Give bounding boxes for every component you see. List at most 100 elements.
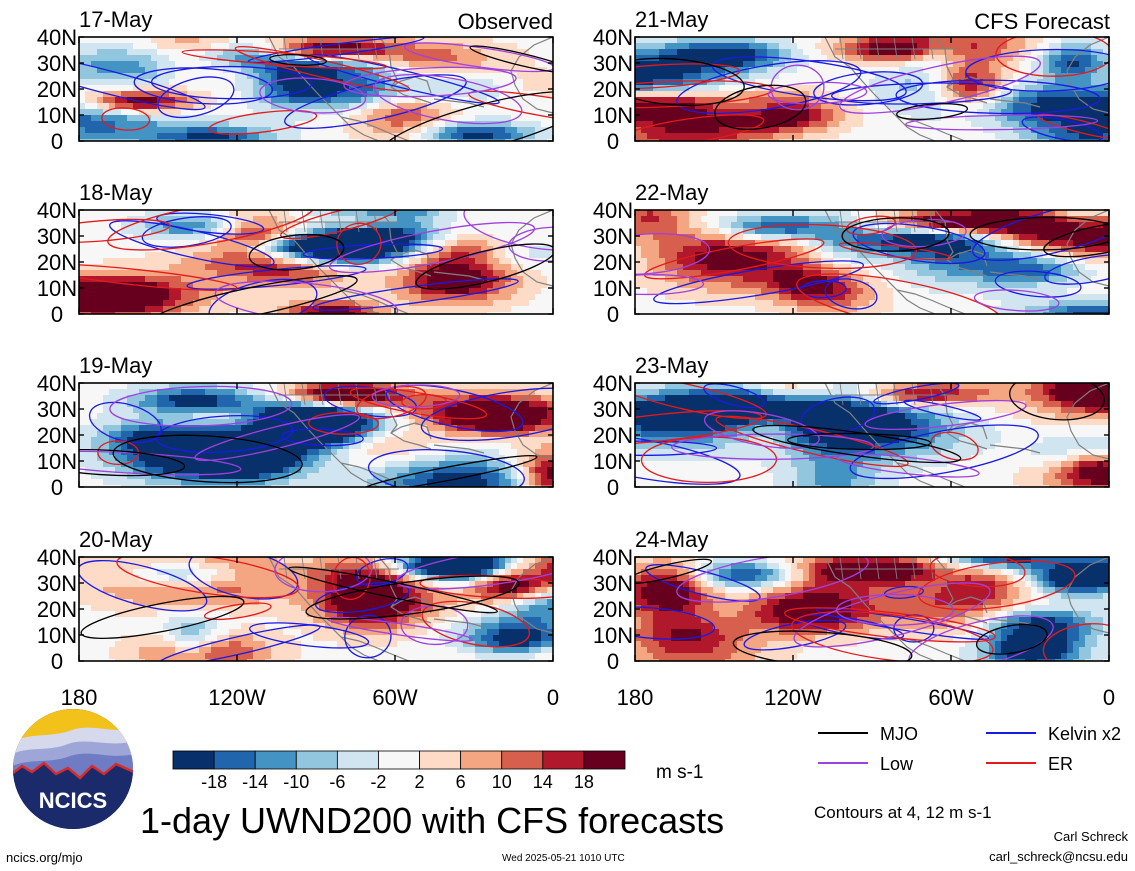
- lat-tick-label: 0: [51, 129, 63, 154]
- footer-url: ncics.org/mjo: [6, 850, 83, 865]
- lat-tick-label: 20N: [37, 77, 77, 102]
- lat-tick-label: 30N: [37, 51, 77, 76]
- colorbar-tick-label: -2: [370, 772, 386, 792]
- lat-tick-label: 10N: [593, 276, 633, 301]
- panel-date-label: 18-May: [79, 180, 152, 205]
- colorbar-tick-label: 18: [574, 772, 594, 792]
- colorbar-swatch: [213, 750, 256, 770]
- lat-tick-label: 30N: [37, 397, 77, 422]
- figure-title: 1-day UWND200 with CFS forecasts: [140, 800, 725, 841]
- lon-tick-label: 0: [1103, 685, 1115, 710]
- panel-date-label: 22-May: [635, 180, 708, 205]
- colorbar-tick-label: -18: [201, 772, 227, 792]
- colorbar-swatch: [336, 750, 379, 770]
- panel-field: [79, 210, 553, 314]
- panel-date-label: 23-May: [635, 353, 708, 378]
- legend-label: Kelvin x2: [1048, 724, 1121, 744]
- lat-tick-label: 40N: [37, 25, 77, 50]
- lat-tick-label: 10N: [37, 276, 77, 301]
- lat-tick-label: 0: [607, 129, 619, 154]
- colorbar-tick-label: 6: [456, 772, 466, 792]
- logo-text: NCICS: [39, 788, 107, 813]
- lat-tick-label: 30N: [37, 571, 77, 596]
- colorbar-tick-label: -10: [283, 772, 309, 792]
- author-email: carl_schreck@ncsu.edu: [989, 849, 1128, 864]
- author-name: Carl Schreck: [1053, 829, 1128, 844]
- lat-tick-label: 30N: [593, 51, 633, 76]
- lat-tick-label: 20N: [37, 250, 77, 275]
- colorbar-tick-label: 14: [533, 772, 553, 792]
- colorbar-tick-label: -14: [242, 772, 268, 792]
- lat-tick-label: 40N: [37, 545, 77, 570]
- legend-label: Low: [880, 754, 914, 774]
- observed-label: Observed: [458, 9, 553, 34]
- lat-tick-label: 10N: [37, 103, 77, 128]
- legend-label: ER: [1048, 754, 1073, 774]
- lat-tick-label: 0: [51, 649, 63, 674]
- lat-tick-label: 20N: [593, 250, 633, 275]
- lat-tick-label: 30N: [593, 397, 633, 422]
- lat-tick-label: 40N: [37, 198, 77, 223]
- panel-date-label: 19-May: [79, 353, 152, 378]
- colorbar-swatch: [583, 750, 626, 770]
- map-panels: 17-May010N20N30N40N18-May010N20N30N40N19…: [37, 7, 1115, 710]
- lon-tick-label: 120W: [764, 685, 822, 710]
- legend-label: MJO: [880, 724, 918, 744]
- lat-tick-label: 10N: [37, 449, 77, 474]
- colorbar-tick-label: -6: [329, 772, 345, 792]
- panel-field: [635, 37, 1109, 141]
- lat-tick-label: 10N: [37, 623, 77, 648]
- lon-tick-label: 60W: [928, 685, 973, 710]
- colorbar: -18 -14 -10 -6 -2 2 6 10 14 18: [172, 750, 626, 792]
- colorbar-tick-label: 10: [492, 772, 512, 792]
- contours-note: Contours at 4, 12 m s-1: [814, 803, 992, 822]
- lat-tick-label: 20N: [593, 597, 633, 622]
- lat-tick-label: 20N: [37, 597, 77, 622]
- panel-field: [635, 557, 1109, 661]
- colorbar-tick-label: 2: [415, 772, 425, 792]
- panel-date-label: 21-May: [635, 7, 708, 32]
- lat-tick-label: 40N: [37, 371, 77, 396]
- lat-tick-label: 30N: [593, 571, 633, 596]
- colorbar-swatch: [460, 750, 503, 770]
- panel-field: [635, 210, 1109, 314]
- colorbar-swatch: [542, 750, 585, 770]
- lon-tick-label: 180: [61, 685, 98, 710]
- lon-tick-label: 60W: [372, 685, 417, 710]
- panel-field: [79, 383, 553, 487]
- lat-tick-label: 10N: [593, 449, 633, 474]
- colorbar-swatch: [254, 750, 297, 770]
- lon-tick-label: 0: [547, 685, 559, 710]
- lat-tick-label: 40N: [593, 198, 633, 223]
- lat-tick-label: 40N: [593, 25, 633, 50]
- colorbar-units: m s-1: [656, 762, 704, 783]
- panel-date-label: 20-May: [79, 527, 152, 552]
- colorbar-swatch: [501, 750, 544, 770]
- lat-tick-label: 0: [607, 475, 619, 500]
- panel-field: [635, 383, 1109, 487]
- contour-legend: MJO Kelvin x2 Low ER: [818, 724, 1121, 774]
- lat-tick-label: 20N: [593, 423, 633, 448]
- panel-field: [79, 37, 553, 141]
- forecast-label: CFS Forecast: [974, 9, 1110, 34]
- ncics-logo: NCICS: [13, 709, 133, 829]
- lon-tick-label: 120W: [208, 685, 266, 710]
- lat-tick-label: 30N: [37, 224, 77, 249]
- colorbar-swatch: [378, 750, 420, 770]
- colorbar-swatch: [419, 750, 462, 770]
- lat-tick-label: 40N: [593, 371, 633, 396]
- lat-tick-label: 20N: [37, 423, 77, 448]
- panel-date-label: 17-May: [79, 7, 152, 32]
- lat-tick-label: 10N: [593, 623, 633, 648]
- panel-field: [79, 557, 553, 661]
- lat-tick-label: 30N: [593, 224, 633, 249]
- colorbar-swatch: [295, 750, 338, 770]
